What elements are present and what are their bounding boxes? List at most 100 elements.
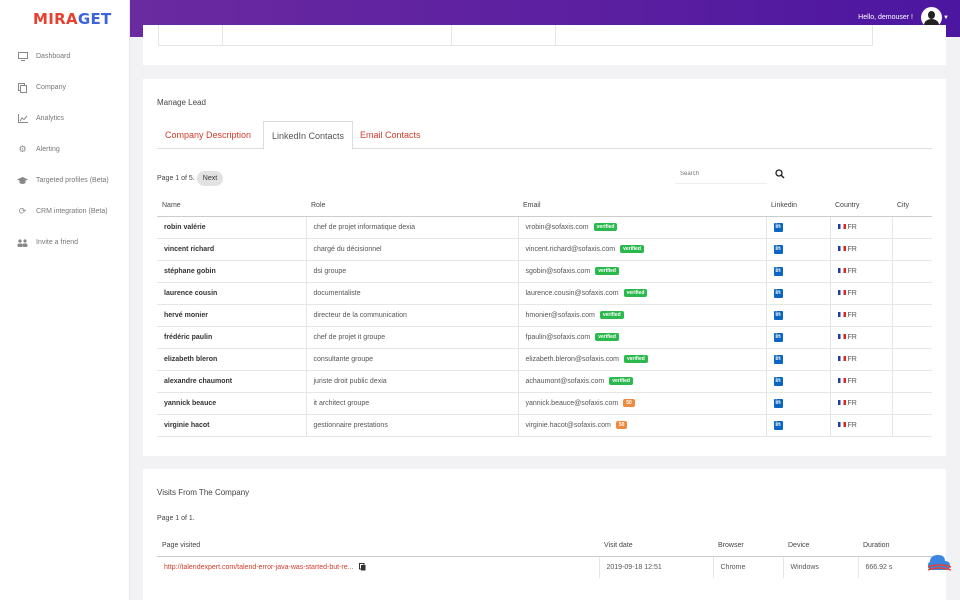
column-header-linkedin[interactable]: Linkedin — [766, 195, 830, 217]
contact-email-cell: laurence.cousin@sofaxis.com verified — [517, 282, 766, 305]
sidebar-item-analytics[interactable]: Analytics — [0, 103, 129, 134]
contact-role: juriste droit public dexia — [305, 370, 518, 393]
search-input[interactable] — [675, 165, 767, 184]
city-cell — [891, 392, 932, 415]
sidebar-nav: Dashboard Company Analytics ⚙ Alerting T… — [0, 41, 129, 258]
linkedin-icon[interactable]: in — [773, 354, 783, 364]
city-cell — [891, 260, 932, 283]
tab-linkedin-contacts[interactable]: LinkedIn Contacts — [263, 121, 354, 150]
contact-role: dsi groupe — [305, 260, 518, 283]
device-cell: Windows — [782, 556, 858, 578]
contact-role: directeur de la communication — [305, 304, 518, 327]
city-cell — [891, 282, 932, 305]
country-cell: FR — [829, 326, 892, 349]
sidebar-item-company[interactable]: Company — [0, 72, 129, 103]
column-header-email[interactable]: Email — [518, 195, 766, 217]
table-cell-divider — [451, 25, 452, 46]
sidebar: MIRA GET Dashboard Company Analytics ⚙ Al… — [0, 0, 130, 600]
linkedin-icon[interactable]: in — [773, 288, 783, 298]
table-row: laurence cousin documentaliste laurence.co… — [157, 282, 932, 305]
country-code: FR — [847, 289, 857, 297]
contact-email-cell: vincent.richard@sofaxis.com verified — [517, 238, 766, 261]
linkedin-cell: in — [765, 348, 830, 371]
column-header-name[interactable]: Name — [157, 195, 306, 217]
status-badge: verified — [609, 377, 633, 385]
sidebar-item-label: Analytics — [36, 115, 65, 122]
contact-role: documentaliste — [305, 282, 518, 305]
country-code: FR — [847, 311, 857, 319]
sidebar-item-label: Company — [36, 84, 66, 91]
linkedin-icon[interactable]: in — [773, 310, 783, 320]
chevron-down-icon[interactable]: ▼ — [943, 15, 949, 21]
status-badge: verified — [593, 223, 618, 231]
column-header-duration[interactable]: Duration — [858, 536, 932, 557]
city-cell — [891, 216, 932, 239]
contact-role: gestionnaire prestations — [305, 414, 518, 437]
france-flag-icon — [837, 378, 846, 384]
linkedin-cell: in — [765, 392, 830, 415]
search-icon[interactable] — [775, 169, 785, 179]
linkedin-cell: in — [765, 238, 830, 261]
column-header-visit-date[interactable]: Visit date — [599, 536, 713, 557]
linkedin-icon[interactable]: in — [773, 376, 783, 386]
table-row: frédéric paulin chef de projet it groupe f… — [157, 326, 932, 349]
sidebar-item-alerting[interactable]: ⚙ Alerting — [0, 134, 129, 165]
visits-table: Page visited Visit date Browser Device D… — [157, 536, 932, 578]
visited-page-link[interactable]: http://talendexpert.com/talend-error-jav… — [164, 564, 354, 572]
contact-name: virginie hacot — [157, 414, 306, 437]
tab-company-description[interactable]: Company Description — [165, 130, 252, 140]
chat-widget-icon[interactable] — [926, 552, 952, 574]
page-visited-cell: http://talendexpert.com/talend-error-jav… — [157, 556, 599, 578]
contact-email: hmonier@sofaxis.com — [525, 311, 595, 319]
city-cell — [891, 414, 932, 437]
column-header-browser[interactable]: Browser — [713, 536, 783, 557]
linkedin-icon[interactable]: in — [773, 398, 783, 408]
city-cell — [891, 238, 932, 261]
avatar[interactable] — [921, 7, 942, 28]
city-cell — [891, 326, 932, 349]
copy-icon[interactable] — [359, 563, 366, 571]
sidebar-item-dashboard[interactable]: Dashboard — [0, 41, 129, 72]
users-icon — [17, 237, 28, 248]
sidebar-item-crm-integration[interactable]: ⟳ CRM integration (Beta) — [0, 196, 129, 227]
country-cell: FR — [829, 392, 892, 415]
column-header-page-visited[interactable]: Page visited — [157, 536, 599, 557]
duration-cell: 666.92 s — [857, 556, 932, 578]
table-row: stéphane gobin dsi groupe sgobin@sofaxis.c… — [157, 260, 932, 283]
contact-email-cell: yannick.beauce@sofaxis.com 50 — [517, 392, 766, 415]
sidebar-item-invite-friend[interactable]: Invite a friend — [0, 227, 129, 258]
section-title: Manage Lead — [157, 98, 206, 107]
linkedin-icon[interactable]: in — [773, 222, 783, 232]
lead-tabs: Company Description LinkedIn Contacts Em… — [157, 121, 932, 150]
status-badge: 50 — [623, 399, 635, 407]
contacts-table-body: robin valérie chef de projet informatique… — [157, 216, 932, 437]
column-header-device[interactable]: Device — [783, 536, 858, 557]
status-badge: verified — [595, 333, 619, 341]
sidebar-item-label: CRM integration (Beta) — [36, 208, 108, 215]
sidebar-item-targeted-profiles[interactable]: Targeted profiles (Beta) — [0, 165, 129, 196]
contact-role: consultante groupe — [305, 348, 518, 371]
linkedin-icon[interactable]: in — [773, 420, 783, 430]
contact-name: yannick beauce — [157, 392, 306, 415]
linkedin-icon[interactable]: in — [773, 244, 783, 254]
linkedin-cell: in — [765, 260, 830, 283]
visits-card: Visits From The Company Page 1 of 1. Pag… — [143, 469, 946, 600]
france-flag-icon — [837, 334, 846, 340]
tab-email-contacts[interactable]: Email Contacts — [360, 130, 421, 140]
city-cell — [891, 348, 932, 371]
status-badge: verified — [623, 289, 648, 297]
column-header-role[interactable]: Role — [306, 195, 518, 217]
app-logo[interactable]: MIRA GET — [0, 0, 129, 37]
table-row: elizabeth bleron consultante groupe elizab… — [157, 348, 932, 371]
contact-email: vrobin@sofaxis.com — [525, 223, 589, 231]
next-page-button[interactable]: Next — [196, 171, 224, 186]
linkedin-cell: in — [765, 282, 830, 305]
column-header-country[interactable]: Country — [830, 195, 892, 217]
country-cell: FR — [829, 370, 892, 393]
monitor-icon — [17, 51, 28, 62]
column-header-city[interactable]: City — [892, 195, 932, 217]
contact-email-cell: vrobin@sofaxis.com verified — [517, 216, 766, 239]
linkedin-icon[interactable]: in — [773, 332, 783, 342]
contact-name: hervé monier — [157, 304, 306, 327]
linkedin-icon[interactable]: in — [773, 266, 783, 276]
